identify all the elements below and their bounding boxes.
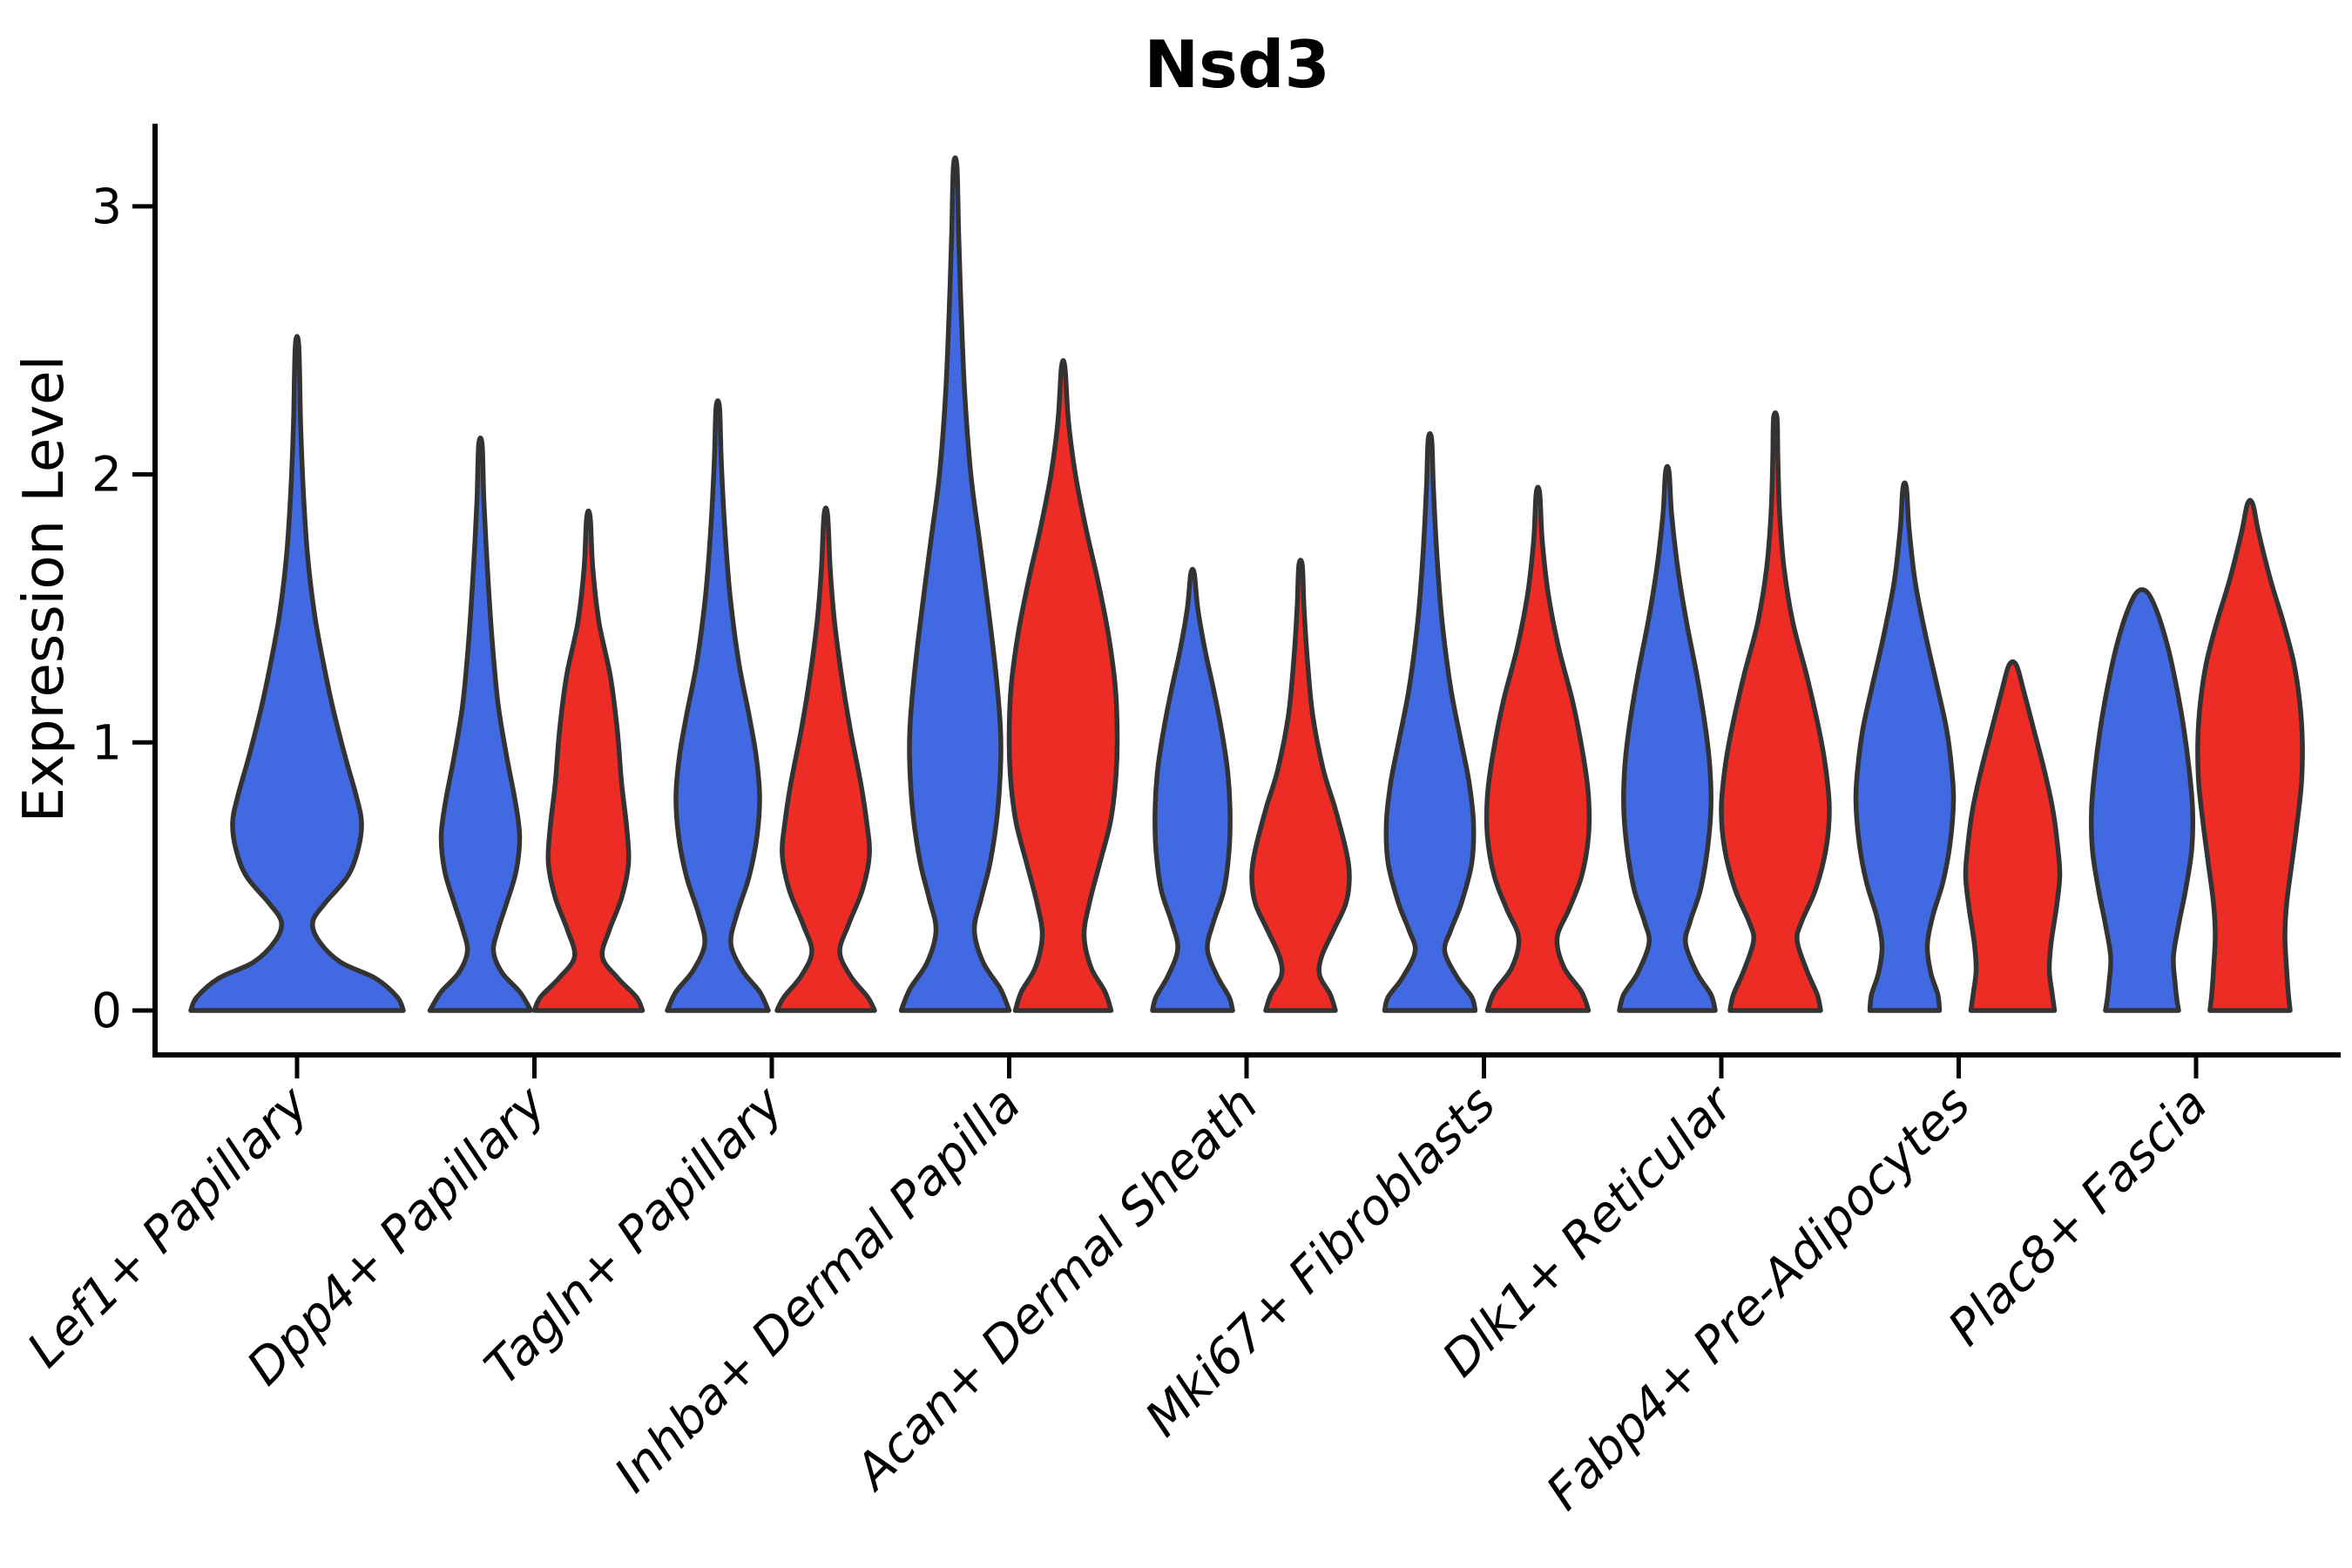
violin-tagln-papillary-red xyxy=(774,505,877,1013)
y-tick-label-1: 1 xyxy=(91,714,122,770)
violin-fabp4-pre-adipocytes-red xyxy=(1963,659,2063,1013)
violin-plac8-fascia-blue xyxy=(2089,587,2195,1013)
violin-dpp4-papillary-blue xyxy=(427,435,534,1013)
violin-inhba-dermal-papilla-blue xyxy=(898,155,1012,1013)
y-tick-label-2: 2 xyxy=(91,447,122,503)
violin-dpp4-papillary-red xyxy=(531,508,645,1013)
y-tick-label-3: 3 xyxy=(91,179,122,234)
violin-tagln-papillary-blue xyxy=(665,398,771,1013)
y-tick-label-0: 0 xyxy=(91,983,122,1038)
violins-layer xyxy=(188,155,2305,1013)
violin-plac8-fascia-red xyxy=(2195,497,2305,1013)
y-axis-label: Expression Level xyxy=(12,355,77,823)
violin-mki67-fibroblasts-red xyxy=(1484,484,1592,1013)
violin-lef1-papillary-blue xyxy=(188,334,406,1013)
violin-acan-dermal-sheath-blue xyxy=(1150,566,1235,1013)
violin-dlk1-reticular-red xyxy=(1719,410,1832,1013)
violin-inhba-dermal-papilla-red xyxy=(1006,358,1120,1013)
chart-title: Nsd3 xyxy=(1144,26,1329,103)
violin-acan-dermal-sheath-red xyxy=(1249,558,1352,1013)
violin-fabp4-pre-adipocytes-blue xyxy=(1853,480,1957,1013)
violin-dlk1-reticular-blue xyxy=(1617,463,1718,1013)
violin-mki67-fibroblasts-blue xyxy=(1382,430,1478,1013)
